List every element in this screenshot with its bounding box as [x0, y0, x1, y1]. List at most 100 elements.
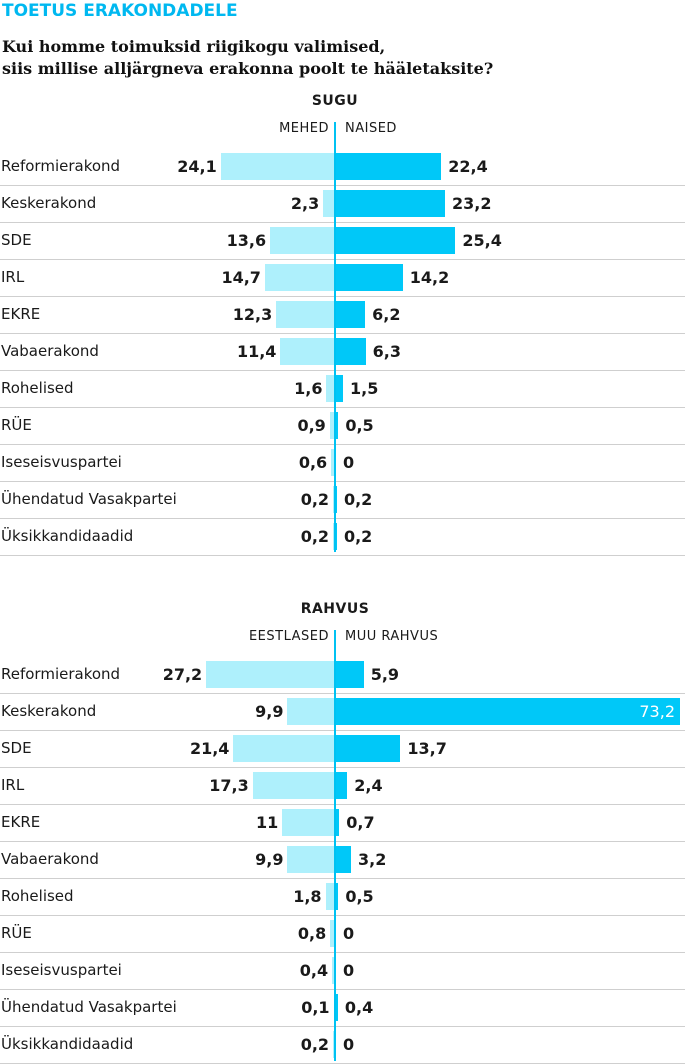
value-label-right: 73,2 [639, 702, 675, 721]
party-label: IRL [1, 776, 24, 794]
chart-row: Üksikkandidaadid 0,2 0 [0, 1027, 685, 1064]
value-label-right: 25,4 [462, 231, 501, 250]
value-label-left: 0,8 [298, 924, 326, 943]
party-label: EKRE [1, 305, 40, 323]
bar-right [336, 486, 337, 513]
value-label-left: 2,3 [291, 194, 319, 213]
value-label-left: 0,4 [300, 961, 328, 980]
value-label-left: 0,6 [299, 453, 327, 472]
value-label-right: 23,2 [452, 194, 491, 213]
value-label-right: 0 [343, 1035, 354, 1054]
value-label-right: 0,2 [344, 490, 372, 509]
bar-left [287, 698, 334, 725]
bar-left [265, 264, 334, 291]
bar-right [336, 523, 337, 550]
bar-right [336, 190, 445, 217]
value-label-left: 0,9 [297, 416, 325, 435]
bar-right [336, 375, 343, 402]
value-label-left: 24,1 [177, 157, 216, 176]
bar-right [336, 338, 366, 365]
value-label-left: 0,2 [301, 527, 329, 546]
value-label-left: 12,3 [233, 305, 272, 324]
value-label-right: 1,5 [350, 379, 378, 398]
value-label-right: 6,2 [372, 305, 400, 324]
value-label-right: 5,9 [371, 665, 399, 684]
bar-right [336, 772, 347, 799]
value-label-right: 0,7 [346, 813, 374, 832]
bar-left [323, 190, 334, 217]
value-label-right: 3,2 [358, 850, 386, 869]
value-label-left: 1,8 [293, 887, 321, 906]
bar-right [336, 698, 680, 725]
chart-row: Rohelised 1,6 1,5 [0, 371, 685, 408]
question-line-1: Kui homme toimuksid riigikogu valimised, [2, 36, 493, 58]
center-axis [334, 630, 336, 1061]
value-label-left: 11 [256, 813, 278, 832]
chart-row: Ühendatud Vasakpartei 0,2 0,2 [0, 482, 685, 519]
bar-right [336, 301, 365, 328]
value-label-left: 11,4 [237, 342, 276, 361]
value-label-left: 0,2 [301, 490, 329, 509]
bar-left [326, 883, 334, 910]
chart-row: RÜE 0,8 0 [0, 916, 685, 953]
chart-title: TOETUS ERAKONDADELE [2, 1, 238, 21]
bar-right [336, 153, 441, 180]
value-label-left: 0,2 [301, 1035, 329, 1054]
party-label: Iseseisvuspartei [1, 961, 122, 979]
left-group-label: EESTLASED [249, 629, 329, 644]
chart-row: EKRE 12,3 6,2 [0, 297, 685, 334]
value-label-right: 0 [343, 961, 354, 980]
bar-left [270, 227, 334, 254]
party-label: Üksikkandidaadid [1, 1035, 133, 1053]
party-label: Ühendatud Vasakpartei [1, 490, 177, 508]
value-label-left: 17,3 [209, 776, 248, 795]
chart-section-title: RAHVUS [301, 601, 370, 617]
party-label: Reformierakond [1, 157, 120, 175]
value-label-right: 22,4 [448, 157, 487, 176]
bar-left [233, 735, 334, 762]
value-label-right: 0,5 [345, 887, 373, 906]
bar-right [336, 735, 400, 762]
bar-left [280, 338, 334, 365]
row-divider [0, 555, 685, 556]
party-label: Keskerakond [1, 702, 96, 720]
party-label: SDE [1, 739, 32, 757]
party-label: Rohelised [1, 379, 74, 397]
party-label: Üksikkandidaadid [1, 527, 133, 545]
party-label: RÜE [1, 416, 32, 434]
value-label-right: 0 [343, 453, 354, 472]
value-label-right: 0 [343, 924, 354, 943]
value-label-right: 6,3 [373, 342, 401, 361]
bar-left [253, 772, 334, 799]
bar-right [336, 883, 338, 910]
party-label: RÜE [1, 924, 32, 942]
party-label: Keskerakond [1, 194, 96, 212]
value-label-left: 9,9 [255, 850, 283, 869]
party-label: EKRE [1, 813, 40, 831]
right-group-label: MUU RAHVUS [345, 629, 438, 644]
bar-right [336, 994, 338, 1021]
chart-row: EKRE 11 0,7 [0, 805, 685, 842]
value-label-right: 0,5 [345, 416, 373, 435]
value-label-right: 0,4 [345, 998, 373, 1017]
bar-left [326, 375, 334, 402]
party-label: Vabaerakond [1, 850, 99, 868]
bar-right [336, 412, 338, 439]
party-label: SDE [1, 231, 32, 249]
value-label-left: 1,6 [294, 379, 322, 398]
value-label-right: 14,2 [410, 268, 449, 287]
value-label-left: 14,7 [221, 268, 260, 287]
center-axis [334, 122, 336, 552]
party-label: Reformierakond [1, 665, 120, 683]
party-label: Ühendatud Vasakpartei [1, 998, 177, 1016]
chart-row: Keskerakond 2,3 23,2 [0, 186, 685, 223]
right-group-label: NAISED [345, 121, 397, 136]
bar-right [336, 227, 455, 254]
